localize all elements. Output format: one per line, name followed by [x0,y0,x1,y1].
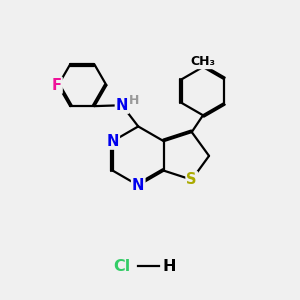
Text: Cl: Cl [113,259,131,274]
Text: F: F [52,78,62,93]
Text: H: H [162,259,176,274]
Text: CH₃: CH₃ [190,55,215,68]
Text: S: S [187,172,197,187]
Text: H: H [129,94,140,107]
Text: N: N [106,134,119,149]
Text: N: N [132,178,144,193]
Text: N: N [116,98,128,113]
